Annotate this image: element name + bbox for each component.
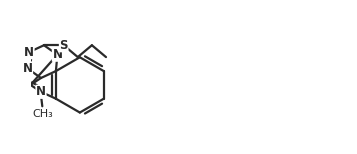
Text: S: S xyxy=(59,39,68,52)
Text: CH₃: CH₃ xyxy=(32,109,53,120)
Text: N: N xyxy=(52,48,62,61)
Text: N: N xyxy=(22,62,32,75)
Text: N: N xyxy=(24,46,34,59)
Text: N: N xyxy=(36,85,46,98)
